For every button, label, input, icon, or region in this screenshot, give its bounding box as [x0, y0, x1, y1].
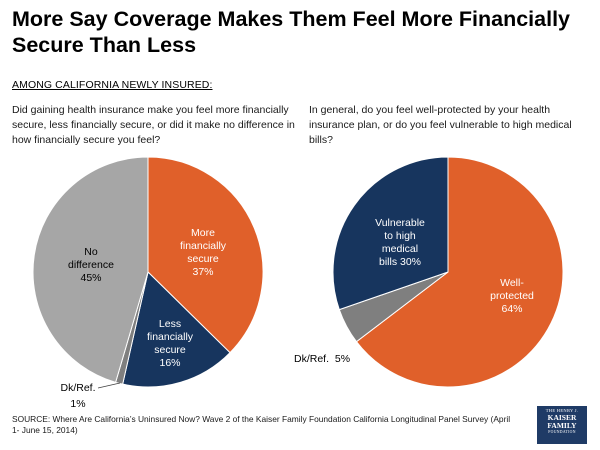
label-text: protected [490, 290, 534, 302]
label-text: to high [384, 230, 416, 242]
kff-logo: THE HENRY J. KAISER FAMILY FOUNDATION [537, 406, 587, 444]
label-value: 1% [70, 398, 86, 410]
pie-left [32, 156, 264, 389]
slice-more-financially-secure [147, 156, 264, 354]
logo-line: KAISER [547, 413, 577, 422]
label-value: 37% [192, 266, 214, 278]
leader-line-dk-ref-left [97, 382, 121, 389]
question-left: Did gaining health insurance make you fe… [12, 104, 295, 146]
label-text: Dk/Ref. [294, 353, 330, 365]
label-less-financially-secure: Less financially secure 16% [135, 318, 205, 370]
label-text: difference [68, 259, 114, 271]
label-text: medical [381, 243, 419, 255]
label-dk-ref-left: Dk/Ref. 1% [56, 382, 100, 411]
chart-title: More Say Coverage Makes Them Feel More F… [12, 7, 571, 57]
label-more-financially-secure: More financially secure 37% [168, 227, 238, 279]
source-note: SOURCE: Where Are California’s Uninsured… [12, 414, 511, 435]
label-text: More [191, 227, 215, 239]
label-text: Less [158, 318, 182, 330]
label-value: 5% [334, 353, 351, 365]
label-text: Vulnerable [375, 217, 425, 229]
label-vulnerable: Vulnerable to high medical bills 30% [362, 217, 438, 269]
label-text: Well- [500, 277, 524, 289]
label-value: 30% [400, 256, 422, 268]
logo-line: THE HENRY J. [545, 408, 579, 413]
label-text: financially [146, 331, 194, 343]
label-value: 45% [80, 272, 102, 284]
label-text: financially [179, 240, 227, 252]
label-no-difference: No difference 45% [56, 246, 126, 285]
label-text: Dk/Ref. [60, 382, 96, 394]
logo-line: FAMILY [547, 421, 577, 430]
label-dk-ref-right: Dk/Ref. 5% [294, 353, 364, 366]
label-text: bills [378, 256, 398, 268]
label-text: No [84, 246, 98, 258]
label-text: secure [154, 344, 186, 356]
label-value: 64% [501, 303, 523, 315]
label-value: 16% [159, 357, 181, 369]
question-right: In general, do you feel well-protected b… [309, 104, 572, 146]
label-text: secure [187, 253, 219, 265]
chart-subhead: AMONG CALIFORNIA NEWLY INSURED: [12, 79, 213, 91]
label-well-protected: Well- protected 64% [477, 277, 547, 316]
pie-right [332, 156, 564, 388]
slice-well-protected [355, 156, 564, 388]
slice-vulnerable [332, 156, 449, 311]
logo-line: FOUNDATION [548, 430, 576, 434]
slice-no-difference [32, 156, 149, 383]
slice-less-financially-secure [122, 271, 231, 388]
